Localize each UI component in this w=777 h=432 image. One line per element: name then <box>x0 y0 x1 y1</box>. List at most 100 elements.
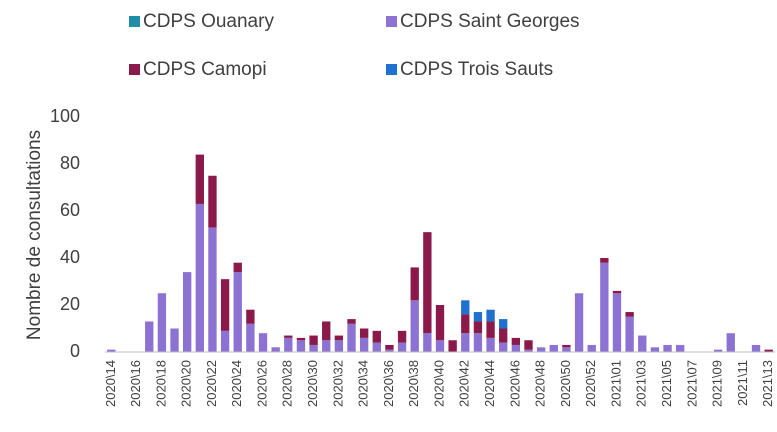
bar-segment <box>764 349 773 352</box>
x-tick-label: 2021\07 <box>684 360 699 407</box>
bar-segment <box>334 340 344 352</box>
bar-segment <box>284 335 293 338</box>
bar-segment <box>511 344 521 352</box>
bar-segment <box>246 309 255 324</box>
bar-segment <box>499 342 508 352</box>
bar-segment <box>359 337 369 352</box>
bar-segment <box>359 328 369 338</box>
bar-segment <box>208 175 217 228</box>
bar-segment <box>574 293 584 352</box>
bar-segment <box>473 321 483 334</box>
y-tick-label: 40 <box>60 247 80 267</box>
y-tick-label: 0 <box>70 341 80 361</box>
bar-segment <box>600 258 609 263</box>
bar-segment <box>524 349 533 352</box>
bar-segment <box>309 344 318 352</box>
bar-segment <box>549 344 558 352</box>
bar-segment <box>461 333 470 352</box>
bar-segment <box>461 300 470 315</box>
x-tick-label: 2020\32 <box>330 360 345 407</box>
bar-segment <box>612 290 622 294</box>
bar-segment <box>676 344 685 352</box>
x-tick-label: 2020\20 <box>179 360 194 407</box>
bar-segment <box>638 335 647 352</box>
bar-segment <box>473 312 483 322</box>
legend-label: CDPS Ouanary <box>143 11 274 32</box>
bar-segment <box>296 340 306 352</box>
bar-segment <box>562 347 571 352</box>
bar-segment <box>309 335 318 345</box>
bar-segment <box>486 321 495 338</box>
bar-segment <box>536 347 546 352</box>
bar-segment <box>397 330 407 343</box>
bar-segment <box>612 293 622 352</box>
bar-segment <box>751 344 761 352</box>
bar-segment <box>397 342 407 352</box>
bar-segment <box>461 314 470 334</box>
bar-segment <box>410 300 419 352</box>
bar-segment <box>486 309 495 322</box>
bar-segment <box>145 321 154 352</box>
bar-segment <box>208 227 217 352</box>
x-tick-label: 2020\40 <box>431 360 446 407</box>
bar-segment <box>182 272 192 352</box>
bar-segment <box>499 328 508 343</box>
x-tick-label: 2020\50 <box>558 360 573 407</box>
bar-segment <box>170 328 179 352</box>
x-tick-label: 2020\22 <box>204 360 219 407</box>
x-tick-label: 2020\24 <box>229 360 244 407</box>
bar-segment <box>233 272 242 352</box>
bar-segment <box>562 344 571 348</box>
bar-segment <box>448 340 457 352</box>
x-tick-label: 2021\05 <box>659 360 674 407</box>
bar-segment <box>435 305 445 341</box>
bar-segment <box>284 337 293 352</box>
x-tick-label: 2020\34 <box>356 360 371 407</box>
bar-segment <box>220 330 230 352</box>
x-tick-label: 2021\11 <box>735 360 750 406</box>
bar-segment <box>246 323 255 352</box>
x-tick-label: 2021\01 <box>608 360 623 407</box>
x-tick-label: 2020\28 <box>280 360 295 407</box>
legend-swatch <box>386 64 397 75</box>
legend-label: CDPS Trois Sauts <box>400 59 553 80</box>
x-tick-label: 2020\44 <box>482 360 497 407</box>
y-tick-label: 60 <box>60 200 80 220</box>
bar-segment <box>195 154 204 204</box>
x-tick-label: 2020\46 <box>507 360 522 407</box>
bar-segment <box>726 333 735 352</box>
x-tick-label: 2021\03 <box>634 360 649 407</box>
bar-segment <box>713 349 723 352</box>
bar-segment <box>220 279 230 331</box>
y-axis-label: Nombre de consultations <box>24 130 45 340</box>
bar-segment <box>195 203 204 352</box>
bar-segment <box>423 333 432 352</box>
legend-swatch <box>386 16 397 27</box>
x-tick-label: 2020\48 <box>533 360 548 407</box>
bar-segment <box>435 340 445 352</box>
bar-segment <box>385 349 394 352</box>
y-tick-label: 80 <box>60 153 80 173</box>
x-tick-label: 2020\14 <box>103 360 118 407</box>
bar-segment <box>650 347 660 352</box>
bar-segment <box>587 344 596 352</box>
bar-segment <box>258 333 268 352</box>
bar-segment <box>296 337 306 341</box>
bar-segment <box>385 344 394 350</box>
x-tick-label: 2020\36 <box>381 360 396 407</box>
x-tick-label: 2021\09 <box>710 360 725 407</box>
bar-segment <box>372 342 381 352</box>
bar-segment <box>511 337 521 345</box>
bar-segment <box>600 262 609 352</box>
x-tick-label: 2020\26 <box>254 360 269 407</box>
bar-segment <box>473 333 483 352</box>
x-tick-label: 2020\16 <box>128 360 143 407</box>
bar-segment <box>372 330 381 343</box>
bar-segment <box>322 340 331 352</box>
x-tick-label: 2020\52 <box>583 360 598 407</box>
bar-segment <box>625 316 634 352</box>
bar-segment <box>410 267 419 301</box>
bar-segment <box>499 319 508 329</box>
bar-segment <box>107 349 116 352</box>
